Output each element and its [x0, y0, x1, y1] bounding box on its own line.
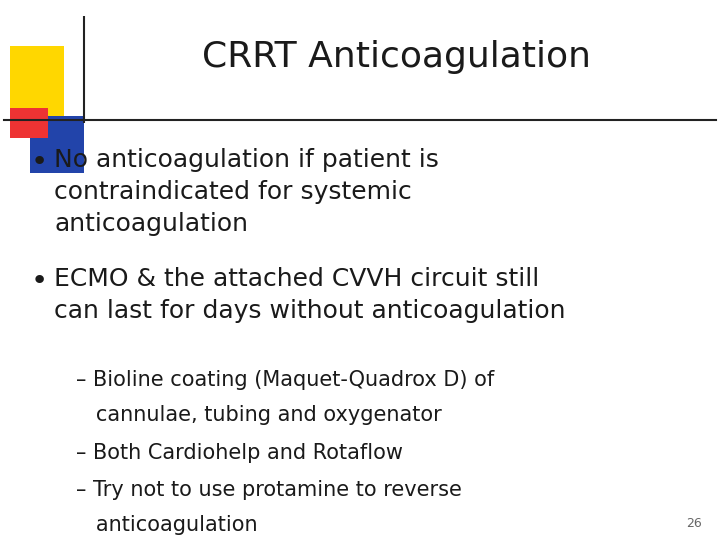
Text: cannulae, tubing and oxygenator: cannulae, tubing and oxygenator — [76, 405, 441, 425]
Text: No anticoagulation if patient is
contraindicated for systemic
anticoagulation: No anticoagulation if patient is contrai… — [54, 148, 439, 235]
Text: •: • — [31, 267, 48, 295]
Text: 26: 26 — [686, 517, 702, 530]
Bar — [30, 116, 84, 173]
Bar — [10, 108, 48, 138]
Text: anticoagulation: anticoagulation — [76, 515, 257, 535]
Bar — [10, 46, 64, 130]
Text: – Bioline coating (Maquet-Quadrox D) of: – Bioline coating (Maquet-Quadrox D) of — [76, 370, 494, 390]
Text: – Both Cardiohelp and Rotaflow: – Both Cardiohelp and Rotaflow — [76, 443, 402, 463]
Text: ECMO & the attached CVVH circuit still
can last for days without anticoagulation: ECMO & the attached CVVH circuit still c… — [54, 267, 565, 323]
Text: CRRT Anticoagulation: CRRT Anticoagulation — [202, 40, 590, 73]
Text: •: • — [31, 148, 48, 177]
Text: – Try not to use protamine to reverse: – Try not to use protamine to reverse — [76, 480, 462, 500]
